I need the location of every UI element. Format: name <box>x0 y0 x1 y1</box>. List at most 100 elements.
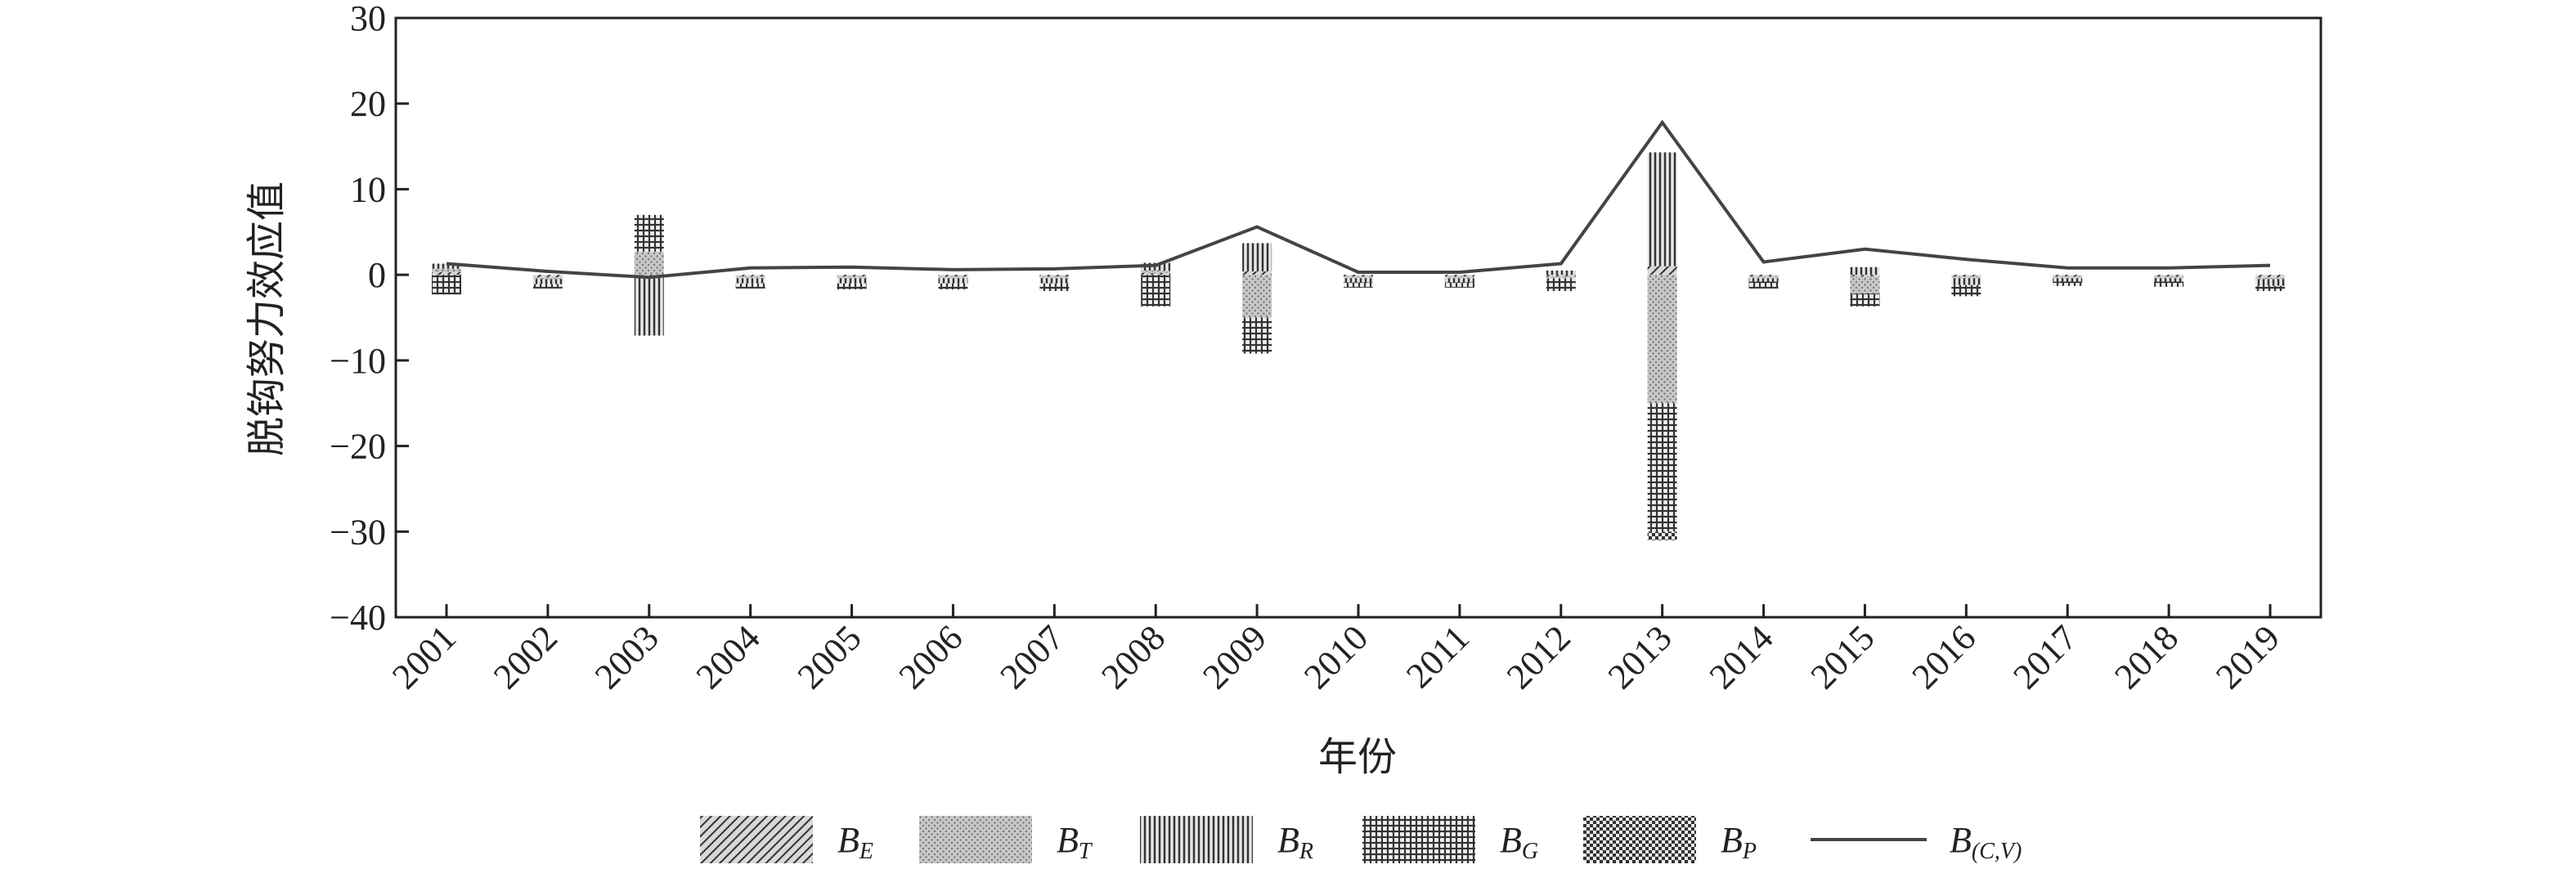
legend-label-BG: BG <box>1500 820 1538 864</box>
bar-2004-BT <box>735 276 765 279</box>
bar-2002-BT <box>532 277 563 280</box>
bar-2009-BT <box>1242 275 1272 318</box>
bar-2017-BG <box>2053 281 2083 286</box>
bar-2001-BE <box>432 272 461 275</box>
bar-2002-BG <box>532 284 563 289</box>
bar-2010-BR <box>1344 278 1373 283</box>
bar-2004-BG <box>735 283 765 289</box>
bar-2012-BT <box>1546 276 1576 279</box>
bar-2013-BT <box>1647 275 1677 404</box>
legend-swatch-BT <box>919 816 1032 863</box>
y-tick-label: −40 <box>330 598 386 638</box>
bar-2010-BT <box>1344 276 1373 279</box>
bar-2010-BG <box>1344 282 1373 288</box>
bar-2004-BR <box>735 278 765 284</box>
bar-2012-BG <box>1546 278 1576 292</box>
bar-2006-BG <box>938 283 968 289</box>
bar-2001-BR <box>432 263 461 269</box>
bar-2015-BE <box>1850 275 1880 277</box>
y-axis: 30 20 10 0 −10 −20 −30 −40 <box>330 0 409 638</box>
bar-2017-BT <box>2053 276 2083 279</box>
y-tick-label: −30 <box>330 512 386 552</box>
legend-label-BR: BR <box>1277 820 1313 864</box>
x-tick-label-2003: 2003 <box>587 617 666 697</box>
bar-2019-BR <box>2255 279 2285 286</box>
bar-2008-BE <box>1141 273 1171 275</box>
bar-2007-BG <box>1039 283 1070 292</box>
bar-2009-BR <box>1242 243 1272 271</box>
x-tick-label-2005: 2005 <box>790 617 869 697</box>
bar-2003-BG <box>634 214 664 252</box>
bar-2001-BT <box>432 268 461 273</box>
bar-2010-BE <box>1344 275 1373 277</box>
bar-2018-BT <box>2154 276 2184 279</box>
x-tick-label-2019: 2019 <box>2208 617 2287 697</box>
x-tick-label-2001: 2001 <box>384 617 464 697</box>
plot-frame <box>394 16 2322 619</box>
bar-2006-BT <box>938 276 968 279</box>
y-tick-label: 0 <box>368 255 386 295</box>
bar-2005-BE <box>837 275 867 277</box>
bar-2013-BP <box>1647 531 1677 540</box>
bar-2018-BE <box>2154 275 2184 277</box>
bar-2016-BT <box>1951 276 1981 279</box>
line-series-B(C,V) <box>446 119 2271 280</box>
bar-2011-BG <box>1444 282 1474 288</box>
bar-2006-BE <box>938 275 968 277</box>
bar-2019-BG <box>2255 285 2285 292</box>
x-axis-title: 年份 <box>1318 734 1397 780</box>
bar-2018-BR <box>2154 278 2184 282</box>
legend-label-BP: BP <box>1721 820 1757 864</box>
bar-2013-BR <box>1647 152 1677 267</box>
y-tick-label: −10 <box>330 341 386 381</box>
bar-2005-BR <box>837 278 867 284</box>
legend-label-B(C,V): B(C,V) <box>1950 820 2022 864</box>
y-tick-label: −20 <box>330 427 386 467</box>
x-tick-label-2014: 2014 <box>1702 617 1781 697</box>
bar-2016-BE <box>1951 275 1981 277</box>
bar-2005-BG <box>837 283 867 289</box>
bar-2006-BR <box>938 278 968 284</box>
bar-2009-BE <box>1242 271 1272 275</box>
bar-2003-BR <box>634 277 664 336</box>
x-tick-label-2008: 2008 <box>1093 617 1173 697</box>
y-tick-label: 30 <box>350 0 386 38</box>
x-tick-label-2015: 2015 <box>1803 617 1883 697</box>
bar-2012-BE <box>1546 275 1576 277</box>
legend-swatch-BR <box>1140 816 1253 863</box>
bar-2014-BT <box>1748 276 1779 279</box>
y-tick-label: 10 <box>350 169 386 209</box>
bar-2009-BG <box>1242 317 1272 354</box>
x-tick-label-2006: 2006 <box>891 617 971 697</box>
bar-2002-BR <box>532 279 563 284</box>
x-tick-label-2016: 2016 <box>1905 617 1984 697</box>
legend-swatch-BG <box>1362 816 1475 863</box>
x-tick-label-2018: 2018 <box>2107 617 2186 697</box>
bar-2004-BE <box>735 275 765 277</box>
bar-2018-BG <box>2154 281 2184 287</box>
legend: BE BT BR BG BP B(C,V) <box>700 816 2022 864</box>
x-tick-label-2012: 2012 <box>1499 617 1578 697</box>
bar-2013-BE <box>1647 266 1677 275</box>
bar-2005-BT <box>837 276 867 279</box>
line-layer <box>446 119 2271 280</box>
bar-2008-BT <box>1141 270 1171 274</box>
x-tick-label-2009: 2009 <box>1195 617 1274 697</box>
bar-2015-BT <box>1850 276 1880 294</box>
bar-2002-BE <box>532 275 563 278</box>
legend-label-BT: BT <box>1057 820 1093 864</box>
legend-swatch-BP <box>1583 816 1696 863</box>
bar-2015-BG <box>1850 293 1880 307</box>
bar-2011-BE <box>1444 275 1474 277</box>
y-tick-label: 20 <box>350 84 386 124</box>
x-tick-label-2002: 2002 <box>486 617 565 697</box>
y-axis-title: 脱钩努力效应值 <box>244 181 289 456</box>
bar-2007-BE <box>1039 275 1070 277</box>
bar-2016-BR <box>1951 278 1981 285</box>
bar-2017-BR <box>2053 278 2083 282</box>
bars-layer <box>432 152 2285 540</box>
bar-2019-BE <box>2255 275 2285 278</box>
bar-2019-BT <box>2255 277 2285 280</box>
bar-2011-BR <box>1444 278 1474 283</box>
